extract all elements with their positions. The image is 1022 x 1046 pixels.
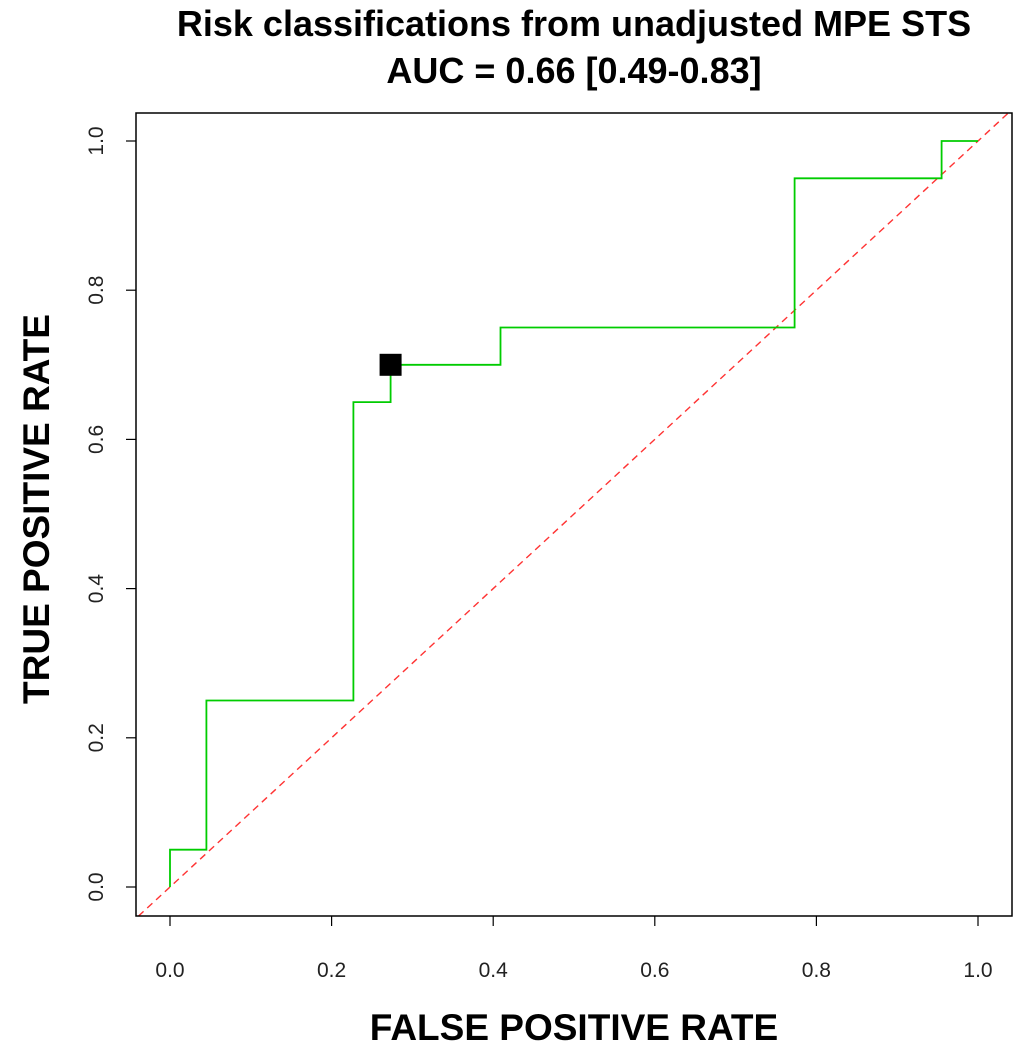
x-tick-label: 0.0 [155, 959, 184, 982]
plot-area [137, 113, 1010, 916]
y-tick-label: 0.6 [85, 425, 108, 454]
x-tick-label: 0.2 [317, 959, 346, 982]
axes: 0.0 0.2 0.4 0.6 0.8 1.0 0.0 0.2 0.4 0.6 0.8 1.0 [85, 126, 993, 982]
x-tick-label: 1.0 [963, 959, 992, 982]
x-axis-label: FALSE POSITIVE RATE [370, 1007, 778, 1046]
optimal-cutoff-marker [379, 353, 402, 376]
x-tick-label: 0.6 [640, 959, 669, 982]
y-axis-label: TRUE POSITIVE RATE [16, 314, 57, 704]
chart-title: Risk classifications from unadjusted MPE… [177, 3, 971, 44]
x-tick-label: 0.4 [479, 959, 509, 982]
y-tick-label: 0.2 [85, 723, 108, 752]
y-tick-label: 0.0 [85, 872, 108, 901]
y-tick-label: 0.8 [85, 276, 108, 305]
y-tick-label: 1.0 [85, 126, 108, 155]
plot-frame [135, 112, 1013, 917]
x-tick-label: 0.8 [802, 959, 831, 982]
y-tick-label: 0.4 [85, 574, 108, 604]
reference-diagonal-line [137, 113, 1010, 916]
chart-subtitle: AUC = 0.66 [0.49-0.83] [386, 50, 761, 91]
